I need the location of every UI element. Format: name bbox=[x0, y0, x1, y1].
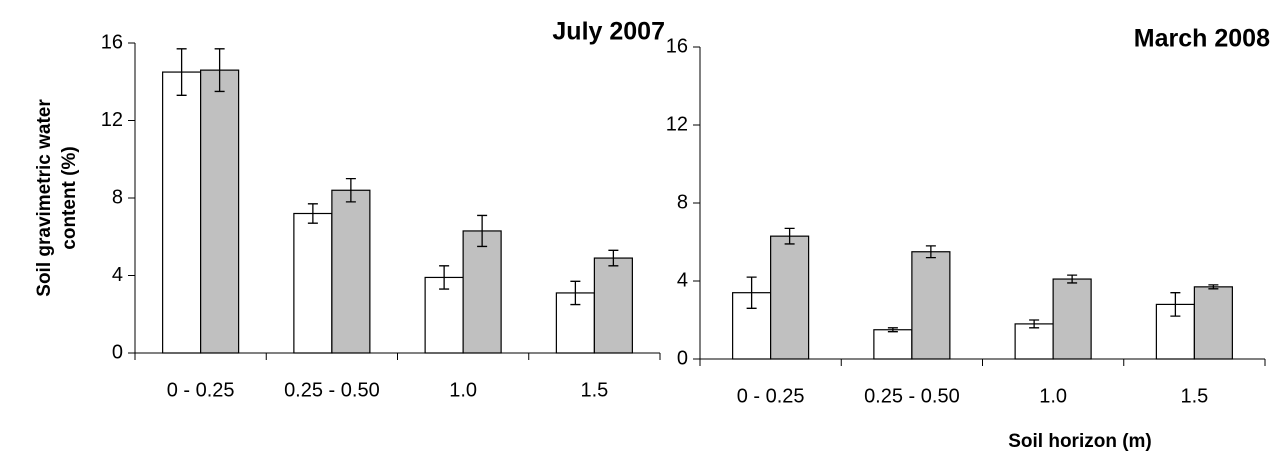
y-tick-label: 8 bbox=[112, 186, 123, 208]
y-tick-label: 16 bbox=[666, 35, 688, 57]
y-tick-label: 12 bbox=[101, 109, 123, 131]
bar bbox=[593, 257, 633, 354]
chart-title: July 2007 bbox=[552, 18, 665, 46]
error-bar bbox=[1170, 292, 1181, 317]
y-tick-label: 16 bbox=[101, 31, 123, 53]
bar bbox=[293, 212, 333, 354]
bar bbox=[200, 69, 240, 354]
y-tick-label: 4 bbox=[112, 264, 123, 286]
error-bar bbox=[746, 276, 757, 309]
error-bar bbox=[477, 214, 488, 248]
bar bbox=[911, 251, 951, 360]
error-bar bbox=[1208, 284, 1219, 290]
bar bbox=[1193, 286, 1233, 360]
x-axis-label: Soil horizon (m) bbox=[1008, 431, 1152, 452]
bar bbox=[331, 189, 371, 354]
y-tick-label: 0 bbox=[112, 341, 123, 363]
error-bar bbox=[439, 265, 450, 290]
y-axis-label: content (%) bbox=[59, 146, 80, 249]
error-bar bbox=[214, 48, 225, 93]
error-bar bbox=[570, 280, 581, 306]
y-tick-label: 12 bbox=[666, 113, 688, 135]
x-tick-label: 0 - 0.25 bbox=[167, 379, 235, 401]
error-bar bbox=[1067, 274, 1078, 284]
y-tick-label: 8 bbox=[677, 191, 688, 213]
x-tick-label: 0.25 - 0.50 bbox=[864, 385, 960, 407]
x-tick-label: 1.5 bbox=[580, 379, 608, 401]
error-bar bbox=[887, 327, 898, 333]
error-bar bbox=[345, 177, 356, 203]
x-tick-label: 1.0 bbox=[1039, 385, 1067, 407]
bar bbox=[1014, 323, 1054, 360]
error-bar bbox=[176, 48, 187, 96]
x-tick-label: 1.0 bbox=[449, 379, 477, 401]
error-bar bbox=[1029, 319, 1040, 329]
bar bbox=[424, 276, 464, 354]
x-tick-label: 0 - 0.25 bbox=[737, 385, 805, 407]
y-tick-label: 0 bbox=[677, 347, 688, 369]
x-tick-label: 0.25 - 0.50 bbox=[284, 379, 380, 401]
bar bbox=[873, 329, 913, 360]
x-tick-label: 1.5 bbox=[1180, 385, 1208, 407]
chart-title: March 2008 bbox=[1134, 25, 1270, 53]
bar bbox=[162, 71, 202, 354]
error-bar bbox=[784, 227, 795, 245]
y-tick-label: 4 bbox=[677, 269, 688, 291]
error-bar bbox=[925, 245, 936, 259]
bar bbox=[770, 235, 810, 360]
y-axis-label: Soil gravimetric water bbox=[34, 99, 55, 297]
bar bbox=[462, 230, 502, 354]
error-bar bbox=[608, 249, 619, 267]
error-bar bbox=[307, 203, 318, 224]
bar bbox=[1052, 278, 1092, 360]
